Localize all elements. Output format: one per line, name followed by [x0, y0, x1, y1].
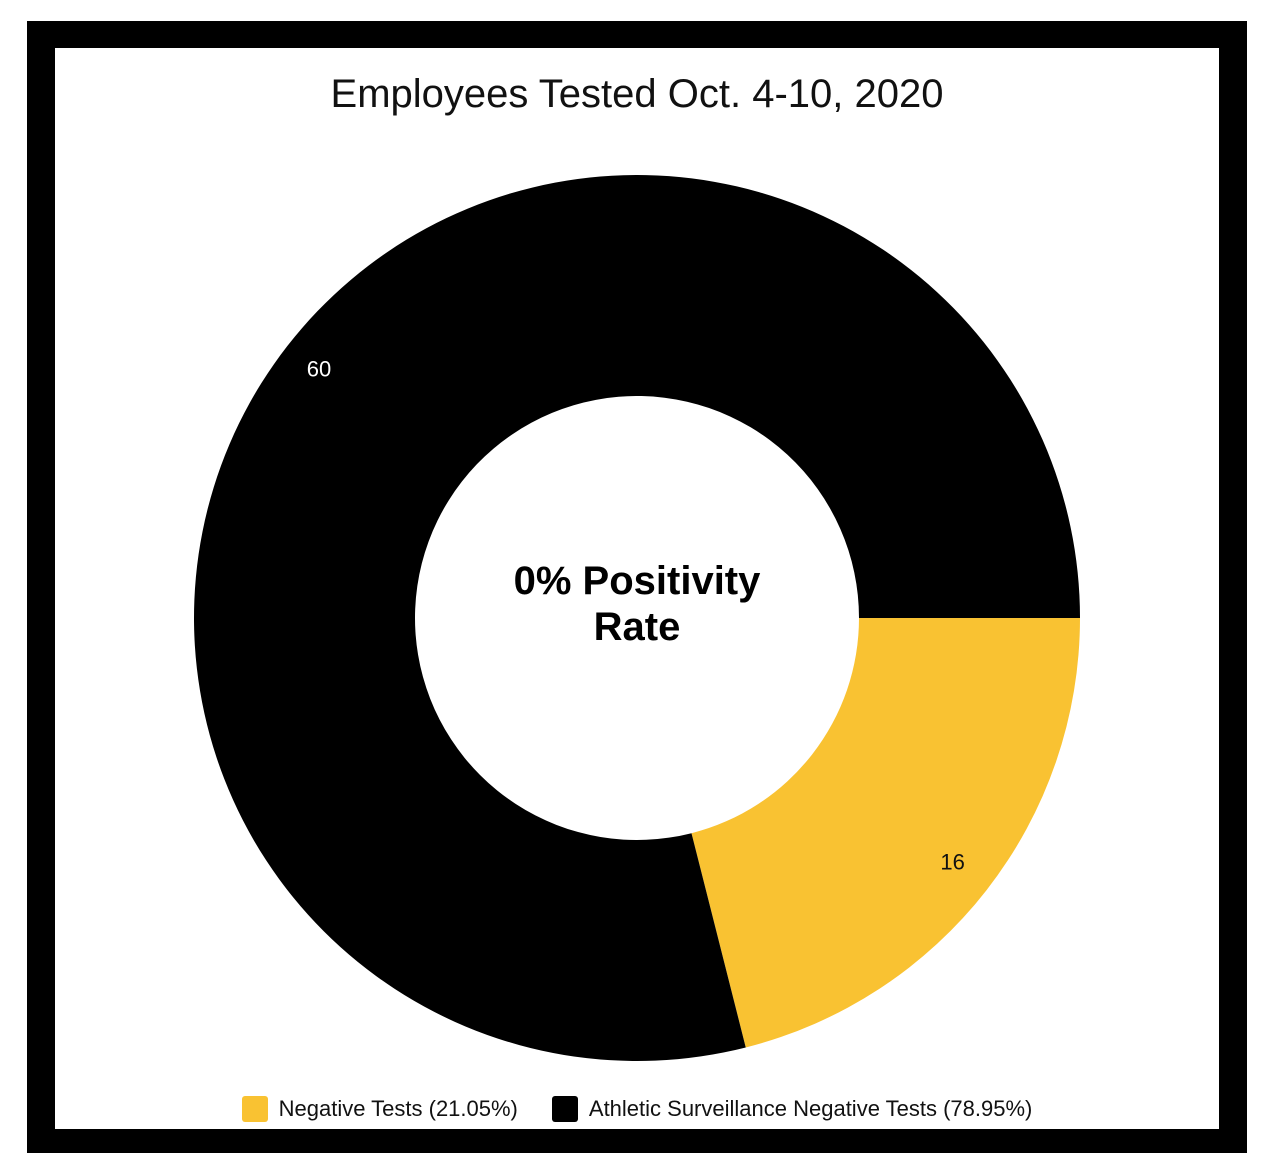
legend-swatch-negative-tests: [241, 1096, 268, 1122]
legend-swatch-athletic-surveillance: [551, 1096, 578, 1122]
legend-label-negative-tests: Negative Tests (21.05%): [278, 1096, 518, 1121]
legend-item-athletic-surveillance[interactable]: Athletic Surveillance Negative Tests (78…: [551, 1096, 1033, 1122]
chart-title: Employees Tested Oct. 4-10, 2020: [330, 72, 944, 116]
center-label-line-1: 0% Positivity: [513, 559, 761, 603]
outer-frame: Employees Tested Oct. 4-10, 2020 16 60 0%…: [27, 21, 1247, 1153]
legend: Negative Tests (21.05%) Athletic Surveil…: [55, 1096, 1219, 1122]
slice-athletic-surveillance[interactable]: [194, 174, 1080, 1061]
legend-item-negative-tests[interactable]: Negative Tests (21.05%): [241, 1096, 518, 1122]
center-label-line-2: Rate: [593, 605, 681, 649]
slice-negative-tests[interactable]: [691, 618, 1080, 1048]
chart-panel: Employees Tested Oct. 4-10, 2020 16 60 0%…: [55, 48, 1219, 1129]
legend-label-athletic-surveillance: Athletic Surveillance Negative Tests (78…: [588, 1096, 1033, 1121]
data-label-athletic-surveillance: 60: [307, 356, 331, 381]
data-label-negative-tests: 16: [940, 849, 964, 874]
center-label: 0% Positivity Rate: [437, 558, 837, 650]
